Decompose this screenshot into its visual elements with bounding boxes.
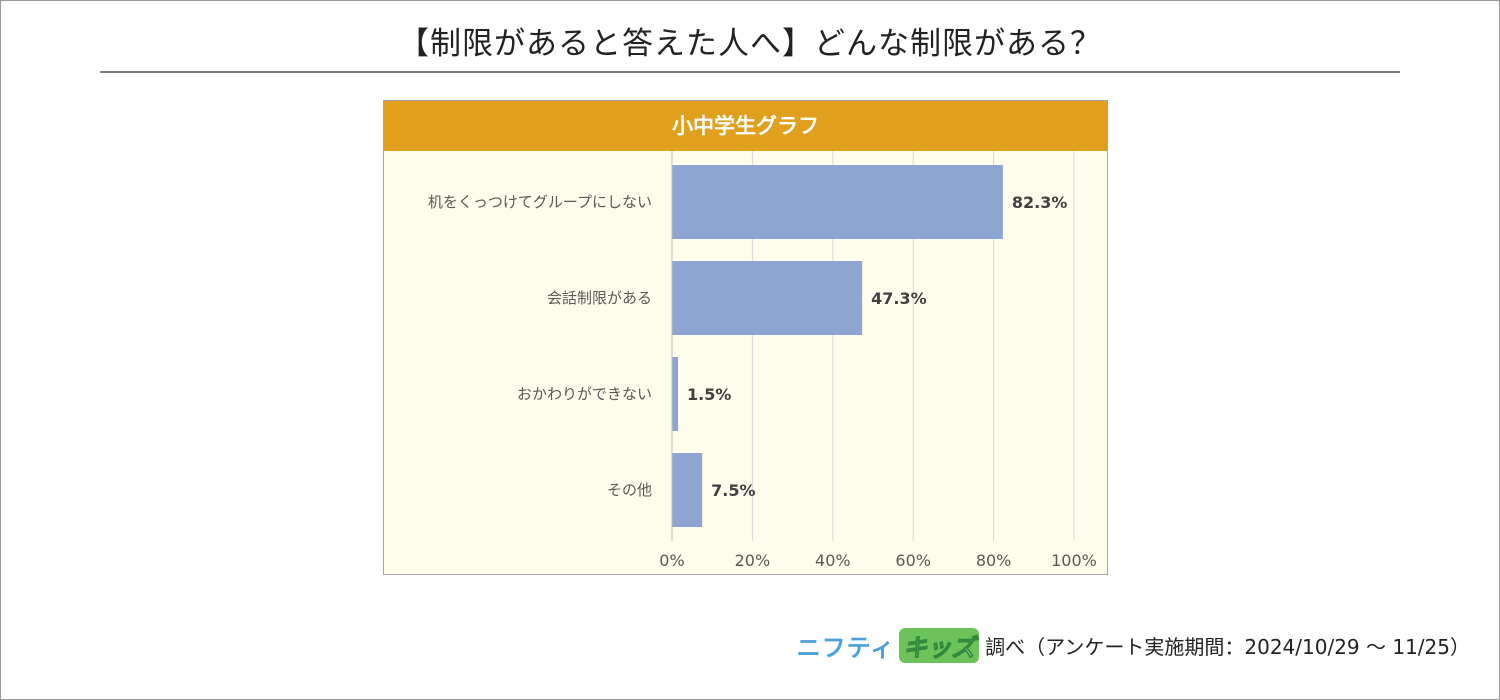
category-label: 机をくっつけてグループにしない — [428, 193, 652, 211]
x-tick-label: 80% — [976, 551, 1012, 570]
data-label: 47.3% — [871, 289, 927, 308]
bar — [672, 261, 863, 335]
bar — [672, 165, 1003, 239]
footer-credit: ニフティ キッズ 調べ（アンケート実施期間：2024/10/29 ～ 11/25… — [796, 627, 1470, 663]
bar-chart: 0% 20% 40% 60% 80% 100% 机をくっつけてグループにしない 82.3% 会話… — [428, 151, 1097, 570]
title-divider — [100, 71, 1400, 73]
brand-logo-part2: キッズ — [899, 627, 980, 663]
x-tick-label: 40% — [815, 551, 851, 570]
data-label: 7.5% — [711, 481, 755, 500]
chart-panel: 小中学生グラフ 0% 20% 40% 60% 80% 100% 机をくっつけてグループにしな… — [383, 100, 1108, 575]
x-tick-label: 0% — [659, 551, 684, 570]
category-label: おかわりができない — [517, 385, 652, 403]
x-tick-label: 60% — [895, 551, 931, 570]
chart-title: 小中学生グラフ — [384, 101, 1107, 151]
data-label: 1.5% — [687, 385, 731, 404]
brand-logo-part1: ニフティ — [796, 633, 896, 662]
survey-period-text: 調べ（アンケート実施期間：2024/10/29 ～ 11/25） — [985, 634, 1470, 659]
x-tick-label: 100% — [1051, 551, 1097, 570]
bar — [672, 453, 703, 527]
brand-logo: ニフティ キッズ — [796, 627, 980, 663]
category-label: 会話制限がある — [547, 289, 652, 307]
x-tick-label: 20% — [735, 551, 771, 570]
page-title: 【制限があると答えた人へ】どんな制限がある？ — [398, 26, 1102, 62]
data-label: 82.3% — [1012, 193, 1068, 212]
category-label: その他 — [607, 481, 652, 499]
bar — [672, 357, 679, 431]
